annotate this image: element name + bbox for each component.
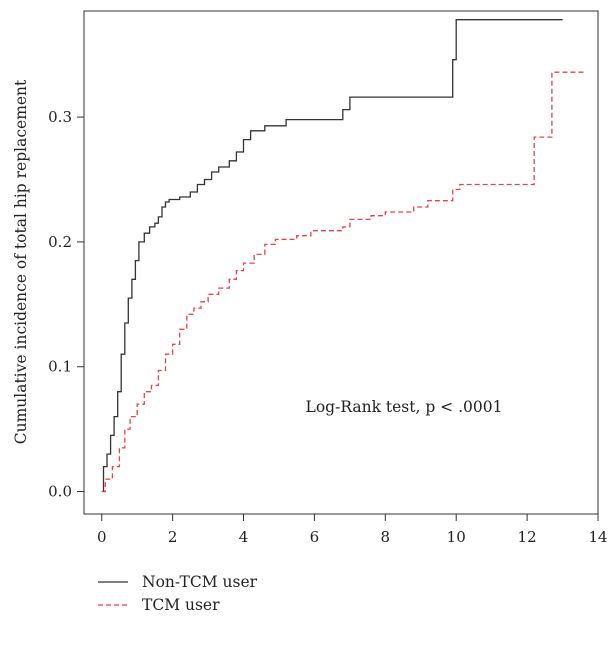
x-tick-label: 10 <box>447 528 466 546</box>
series-line-non-tcm <box>101 19 563 493</box>
series-layer <box>101 19 584 493</box>
y-tick-label: 0.3 <box>48 108 72 126</box>
x-tick-label: 0 <box>97 528 107 546</box>
x-tick-label: 12 <box>518 528 537 546</box>
x-tick-label: 6 <box>310 528 320 546</box>
plot-frame <box>83 10 599 515</box>
y-tick-label: 0.2 <box>48 233 72 251</box>
legend-label-non-tcm: Non-TCM user <box>142 573 258 591</box>
legend: Non-TCM user TCM user <box>98 573 258 614</box>
legend-label-tcm: TCM user <box>142 596 220 614</box>
x-tick-label: 8 <box>381 528 391 546</box>
x-tick-label: 2 <box>168 528 178 546</box>
x-tick-label: 14 <box>588 528 607 546</box>
y-axis-title: Cumulative incidence of total hip replac… <box>12 79 30 444</box>
y-tick-label: 0.0 <box>48 483 72 501</box>
axis-ticks: 0 2 4 6 8 10 12 14 0.0 0.1 0.2 0.3 <box>48 108 607 546</box>
x-tick-label: 4 <box>239 528 249 546</box>
series-line-tcm <box>101 71 584 493</box>
y-tick-label: 0.1 <box>48 358 72 376</box>
log-rank-annotation: Log-Rank test, p < .0001 <box>306 398 503 416</box>
